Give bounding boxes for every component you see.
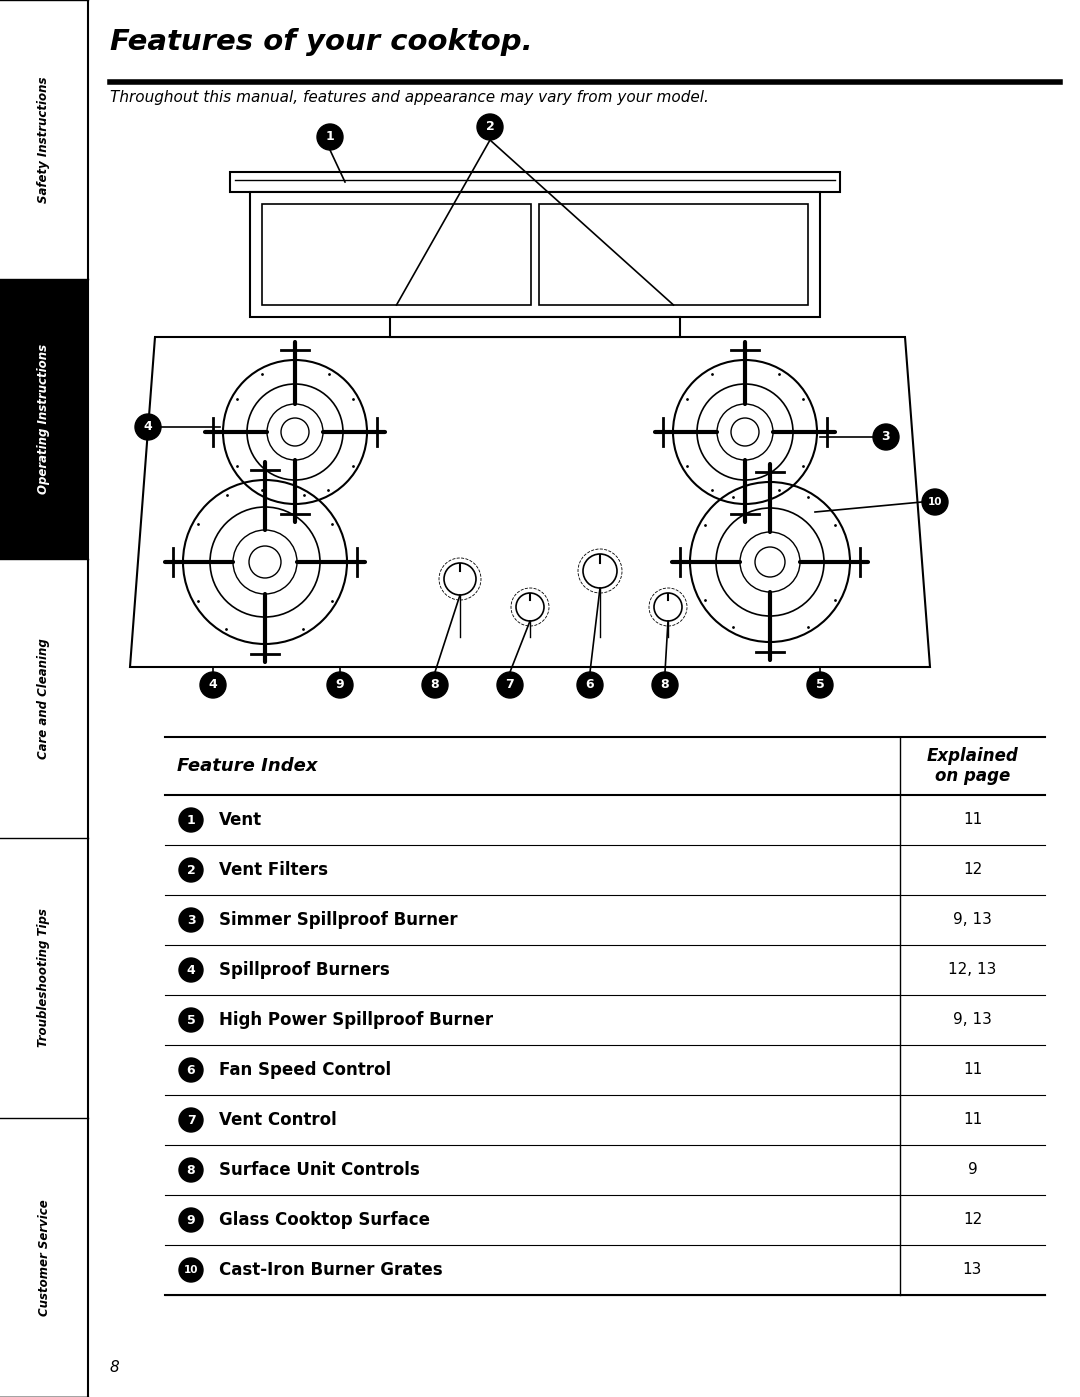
Text: 2: 2 (486, 120, 495, 134)
Text: Vent Filters: Vent Filters (219, 861, 328, 879)
Text: 9, 13: 9, 13 (953, 1013, 991, 1028)
Bar (249, 191, 820, 317)
Text: Glass Cooktop Surface: Glass Cooktop Surface (219, 1211, 430, 1229)
Circle shape (281, 418, 309, 446)
Circle shape (731, 418, 759, 446)
Circle shape (444, 563, 476, 595)
Text: 11: 11 (963, 1063, 982, 1077)
Text: 9: 9 (336, 679, 345, 692)
Text: Fan Speed Control: Fan Speed Control (219, 1060, 391, 1078)
Circle shape (327, 672, 353, 698)
Circle shape (179, 1108, 203, 1132)
Circle shape (583, 555, 617, 588)
Text: 4: 4 (187, 964, 195, 977)
Text: 1: 1 (326, 130, 335, 144)
Circle shape (516, 592, 544, 622)
Text: 11: 11 (963, 813, 982, 827)
Text: Features of your cooktop.: Features of your cooktop. (110, 28, 532, 56)
Text: 9: 9 (187, 1214, 195, 1227)
Text: 7: 7 (505, 679, 514, 692)
Circle shape (135, 414, 161, 440)
Circle shape (179, 1208, 203, 1232)
Text: on page: on page (935, 767, 1010, 785)
Text: Explained: Explained (927, 747, 1018, 766)
Text: 6: 6 (585, 679, 594, 692)
Text: Troubleshooting Tips: Troubleshooting Tips (38, 908, 51, 1048)
Text: 12, 13: 12, 13 (948, 963, 997, 978)
Text: Feature Index: Feature Index (177, 757, 318, 775)
Text: 6: 6 (187, 1063, 195, 1077)
Text: 8: 8 (187, 1164, 195, 1176)
Text: 3: 3 (881, 430, 890, 443)
Text: 8: 8 (110, 1361, 120, 1375)
Text: 4: 4 (144, 420, 152, 433)
Circle shape (179, 1158, 203, 1182)
Text: 5: 5 (815, 679, 824, 692)
Circle shape (200, 672, 226, 698)
Circle shape (807, 672, 833, 698)
Bar (0, 838, 87, 1118)
Circle shape (477, 115, 503, 140)
Circle shape (873, 425, 899, 450)
Text: 7: 7 (187, 1113, 195, 1126)
Text: Spillproof Burners: Spillproof Burners (219, 961, 390, 979)
Circle shape (179, 858, 203, 882)
Bar (539, 204, 808, 305)
Circle shape (249, 546, 281, 578)
Bar (0, 279, 87, 559)
Text: 2: 2 (187, 863, 195, 876)
Text: 9, 13: 9, 13 (953, 912, 991, 928)
Circle shape (179, 807, 203, 833)
Circle shape (179, 1058, 203, 1083)
Circle shape (654, 592, 681, 622)
Circle shape (922, 489, 948, 515)
Text: Safety Instructions: Safety Instructions (38, 77, 51, 203)
Circle shape (755, 548, 785, 577)
Text: 5: 5 (187, 1013, 195, 1027)
Bar (262, 204, 531, 305)
Text: Operating Instructions: Operating Instructions (38, 344, 51, 495)
Circle shape (577, 672, 603, 698)
Text: 12: 12 (963, 1213, 982, 1228)
Text: 10: 10 (928, 497, 942, 507)
Circle shape (179, 1009, 203, 1032)
Circle shape (179, 908, 203, 932)
Bar (0, 1118, 87, 1397)
Text: Care and Cleaning: Care and Cleaning (38, 638, 51, 759)
Text: 10: 10 (184, 1266, 199, 1275)
Text: 4: 4 (208, 679, 217, 692)
Circle shape (318, 124, 343, 149)
Circle shape (652, 672, 678, 698)
Text: Vent: Vent (219, 812, 262, 828)
Text: Throughout this manual, features and appearance may vary from your model.: Throughout this manual, features and app… (110, 89, 708, 105)
Text: Simmer Spillproof Burner: Simmer Spillproof Burner (219, 911, 458, 929)
Polygon shape (130, 337, 930, 666)
Bar (0, 559, 87, 838)
Text: 12: 12 (963, 862, 982, 877)
Bar (230, 172, 840, 191)
Text: Cast-Iron Burner Grates: Cast-Iron Burner Grates (219, 1261, 443, 1280)
Text: 1: 1 (187, 813, 195, 827)
Text: Customer Service: Customer Service (38, 1199, 51, 1316)
Circle shape (179, 1259, 203, 1282)
Circle shape (179, 958, 203, 982)
Text: 13: 13 (962, 1263, 982, 1277)
Text: 8: 8 (431, 679, 440, 692)
Text: High Power Spillproof Burner: High Power Spillproof Burner (219, 1011, 494, 1030)
Text: Surface Unit Controls: Surface Unit Controls (219, 1161, 420, 1179)
Text: Vent Control: Vent Control (219, 1111, 337, 1129)
Text: 11: 11 (963, 1112, 982, 1127)
Bar (390, 317, 680, 337)
Text: 3: 3 (187, 914, 195, 926)
Circle shape (497, 672, 523, 698)
Text: 8: 8 (661, 679, 670, 692)
Circle shape (422, 672, 448, 698)
Text: 9: 9 (968, 1162, 977, 1178)
Bar (0, 0, 87, 279)
